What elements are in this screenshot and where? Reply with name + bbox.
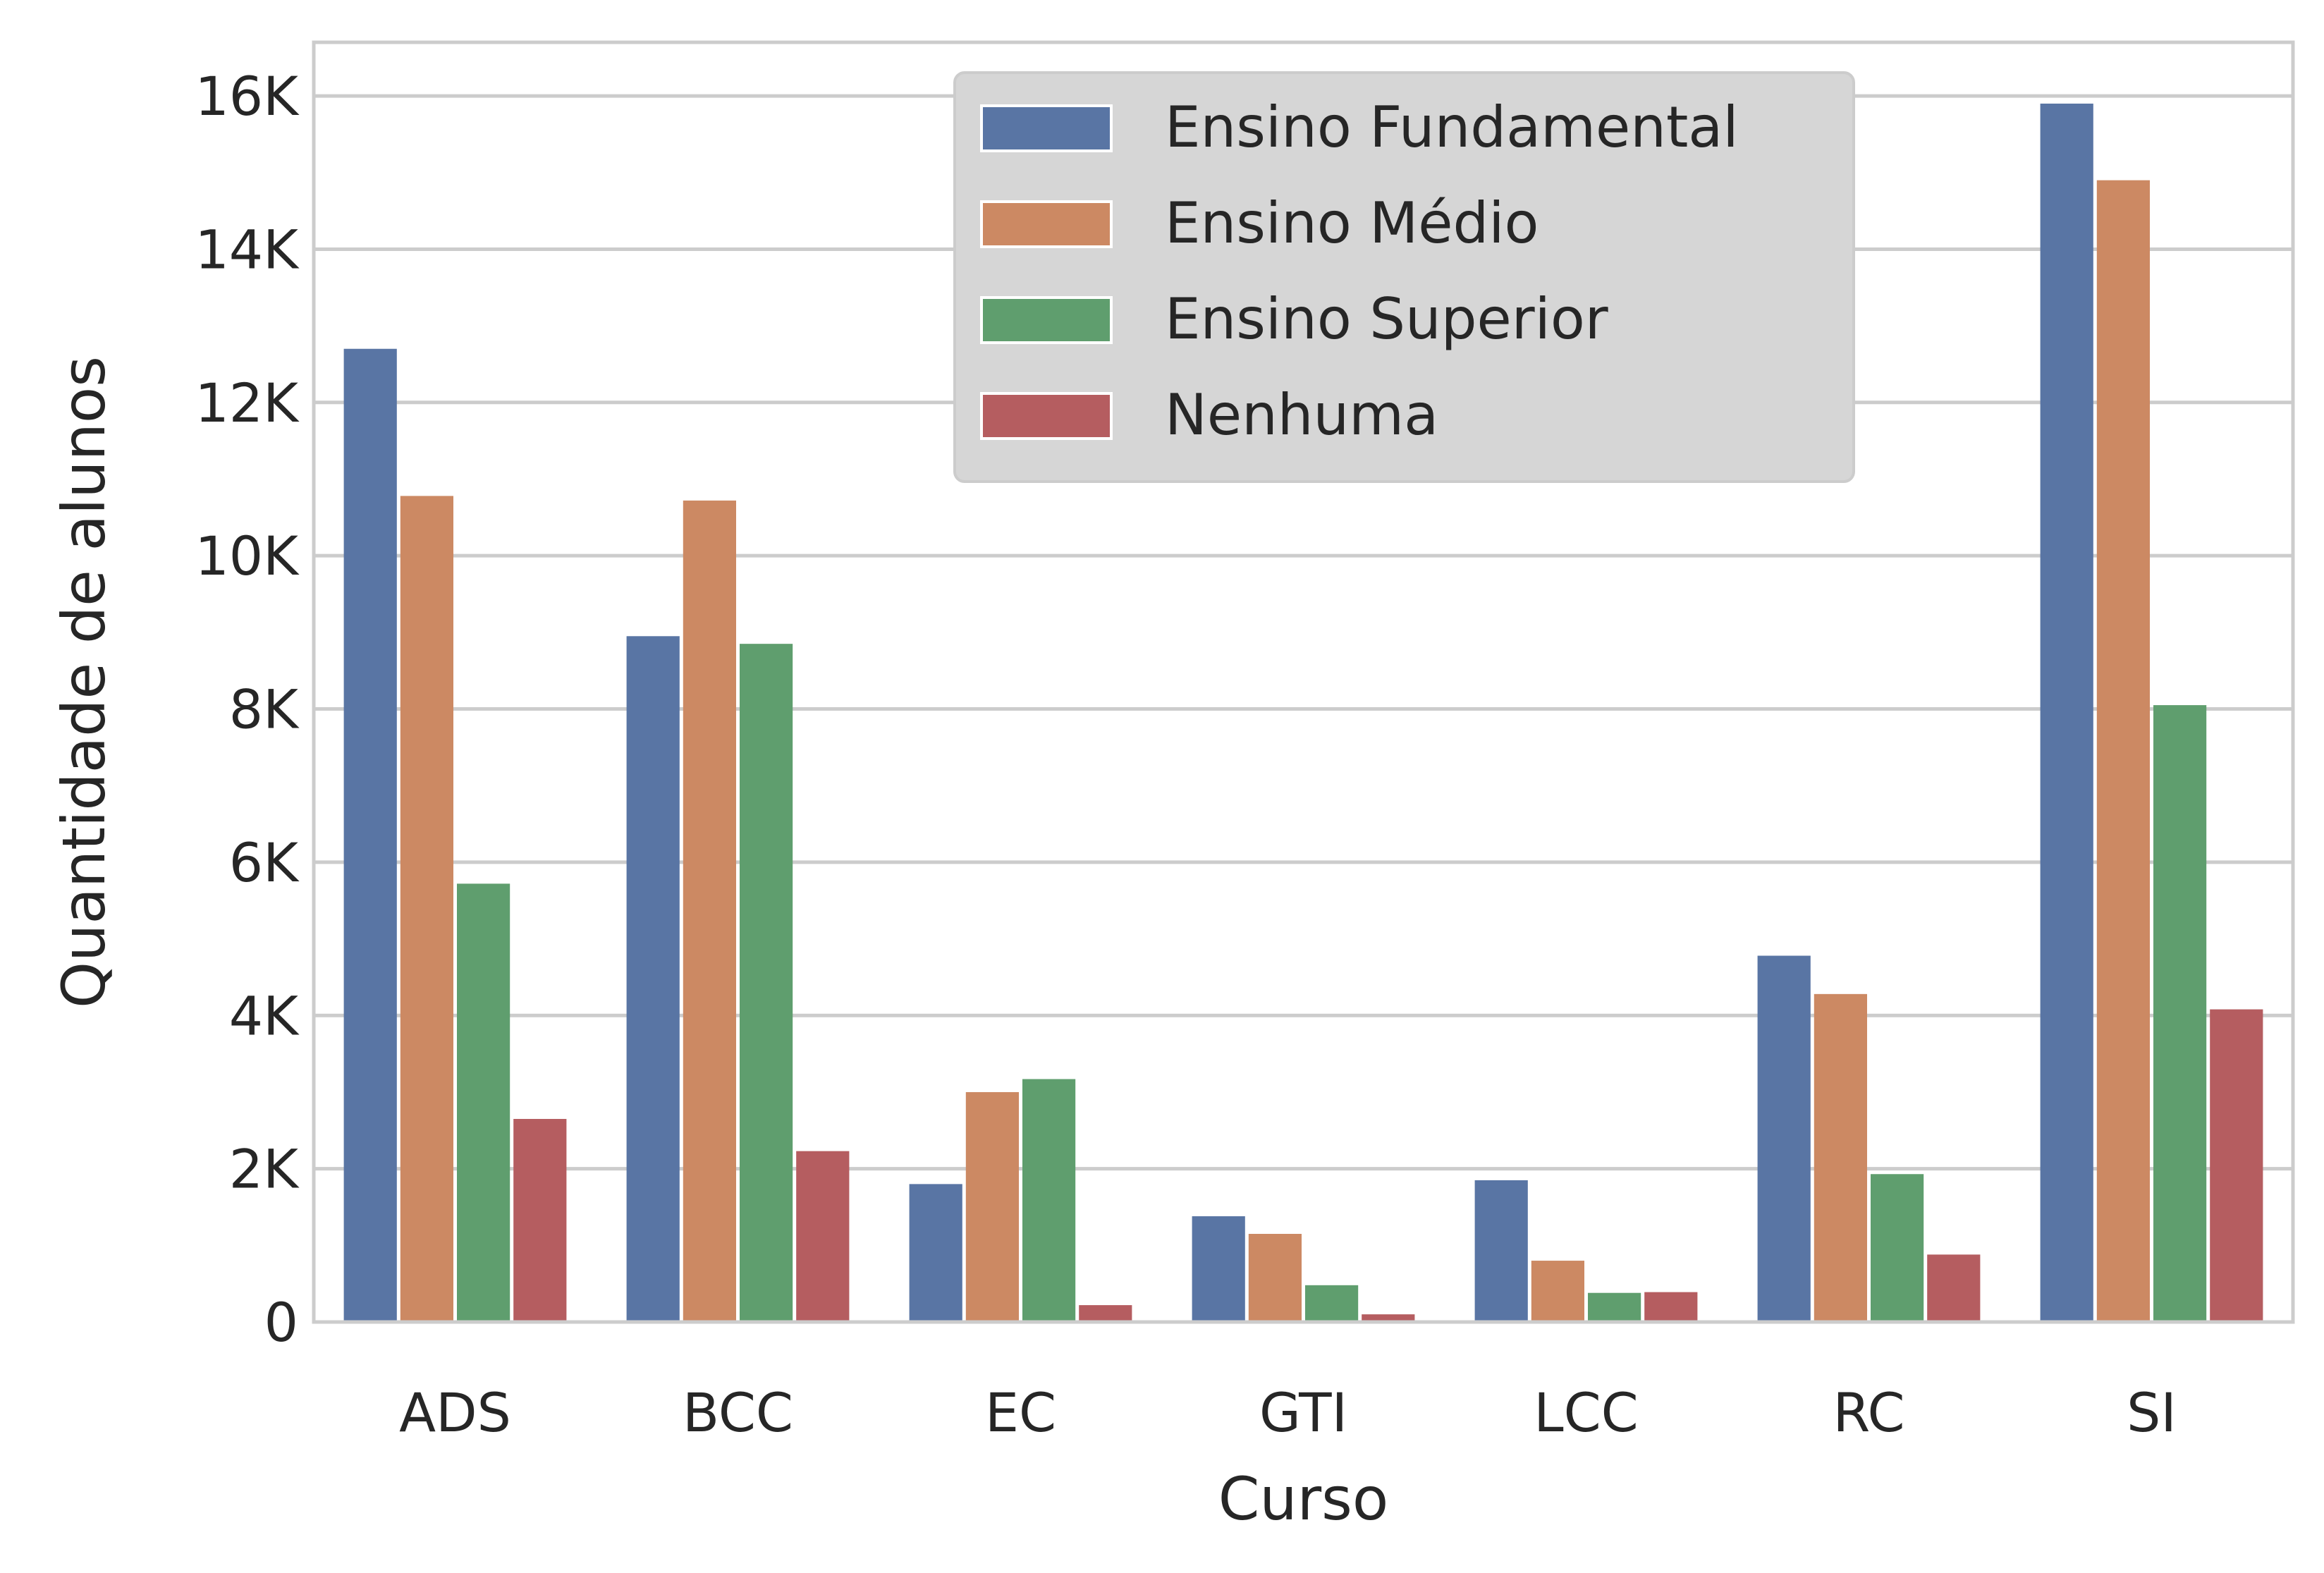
bar bbox=[683, 500, 736, 1323]
bar bbox=[1814, 993, 1867, 1322]
bar bbox=[400, 496, 453, 1323]
x-axis-ticks: ADS BCC EC GTI LCC RC SI bbox=[399, 1381, 2177, 1444]
legend-swatch bbox=[980, 392, 1113, 440]
bar bbox=[2153, 705, 2207, 1322]
x-tick-label: GTI bbox=[1259, 1381, 1347, 1444]
bar bbox=[2096, 180, 2150, 1322]
bar bbox=[1531, 1261, 1584, 1322]
x-tick-label: EC bbox=[985, 1381, 1056, 1444]
y-axis-label: Quantidade de alunos bbox=[49, 356, 118, 1008]
bar bbox=[626, 636, 680, 1322]
x-tick-label: SI bbox=[2127, 1381, 2177, 1444]
bar bbox=[1871, 1174, 1924, 1322]
y-axis-ticks: 0 2K 4K 6K 8K 10K 12K 14K 16K bbox=[195, 65, 300, 1354]
y-tick-label: 8K bbox=[229, 678, 300, 741]
y-tick-label: 16K bbox=[195, 65, 300, 128]
y-tick-label: 4K bbox=[229, 984, 300, 1047]
y-tick-label: 12K bbox=[195, 372, 300, 434]
bar bbox=[1192, 1216, 1245, 1322]
y-tick-label: 14K bbox=[195, 218, 300, 281]
y-tick-label: 10K bbox=[195, 525, 300, 587]
bar bbox=[1248, 1234, 1302, 1322]
legend-label: Ensino Médio bbox=[1165, 190, 1539, 256]
bar bbox=[1079, 1305, 1132, 1322]
bar bbox=[1305, 1285, 1359, 1322]
y-tick-label: 2K bbox=[229, 1138, 300, 1201]
bar bbox=[513, 1118, 567, 1322]
bars bbox=[343, 103, 2263, 1323]
plot-frame bbox=[312, 40, 2295, 1324]
bar bbox=[909, 1184, 962, 1322]
bar bbox=[740, 644, 793, 1322]
legend-swatch bbox=[980, 296, 1113, 344]
bar bbox=[1022, 1079, 1076, 1322]
bar bbox=[1588, 1292, 1641, 1322]
x-tick-label: BCC bbox=[683, 1381, 793, 1444]
bar bbox=[2040, 103, 2093, 1323]
bar bbox=[457, 883, 510, 1322]
y-tick-label: 0 bbox=[264, 1291, 298, 1354]
bar bbox=[796, 1151, 850, 1322]
legend-box bbox=[953, 71, 1855, 483]
bar bbox=[965, 1091, 1019, 1322]
legend-swatch bbox=[980, 104, 1113, 152]
bar bbox=[1757, 955, 1811, 1322]
bar bbox=[1362, 1314, 1415, 1322]
legend-label: Ensino Superior bbox=[1165, 286, 1608, 352]
x-tick-label: RC bbox=[1833, 1381, 1904, 1444]
legend: Ensino Fundamental Ensino Médio Ensino Sup… bbox=[953, 71, 1855, 483]
bar bbox=[2210, 1009, 2263, 1322]
bar bbox=[343, 348, 397, 1323]
x-axis-label: Curso bbox=[1218, 1464, 1389, 1534]
legend-label: Nenhuma bbox=[1165, 382, 1438, 448]
legend-swatch bbox=[980, 200, 1113, 248]
legend-label: Ensino Fundamental bbox=[1165, 94, 1739, 160]
y-tick-label: 6K bbox=[229, 831, 300, 894]
bar bbox=[1644, 1292, 1698, 1322]
bar bbox=[1474, 1180, 1528, 1322]
bar bbox=[1927, 1254, 1981, 1322]
x-tick-label: LCC bbox=[1534, 1381, 1638, 1444]
x-tick-label: ADS bbox=[399, 1381, 511, 1444]
